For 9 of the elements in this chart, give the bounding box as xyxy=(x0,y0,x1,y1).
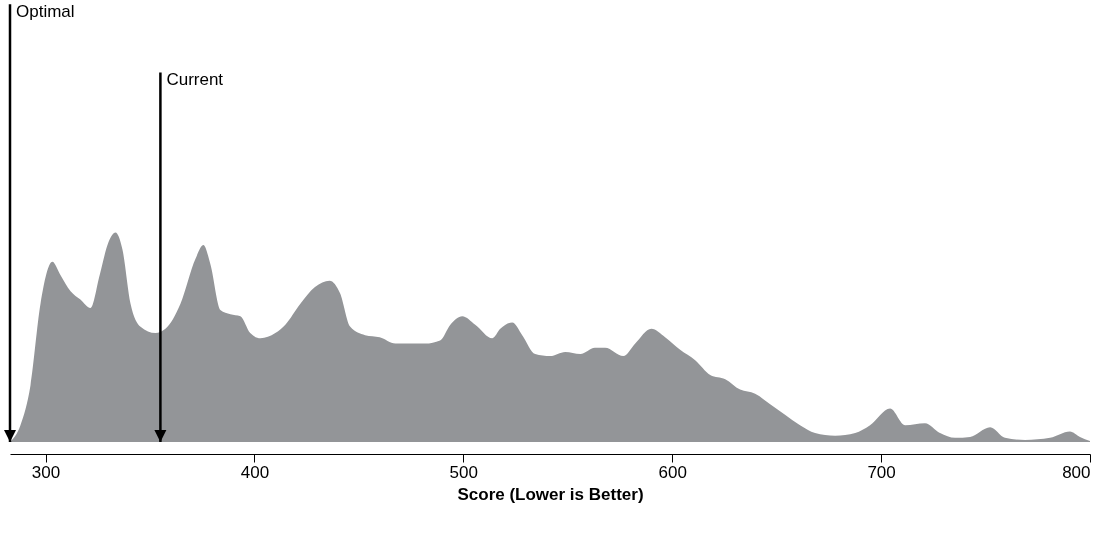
ref-line-label: Optimal xyxy=(16,2,75,22)
x-tick-label: 700 xyxy=(867,462,896,482)
x-tick-label: 400 xyxy=(240,462,270,482)
x-tick-label: 500 xyxy=(449,462,478,482)
x-tick-label: 300 xyxy=(31,462,61,482)
ref-line-label: Current xyxy=(166,70,224,90)
x-axis-title: Score (Lower is Better) xyxy=(457,484,644,504)
x-tick-label: 600 xyxy=(658,462,687,482)
x-tick-label: 800 xyxy=(1062,462,1091,482)
